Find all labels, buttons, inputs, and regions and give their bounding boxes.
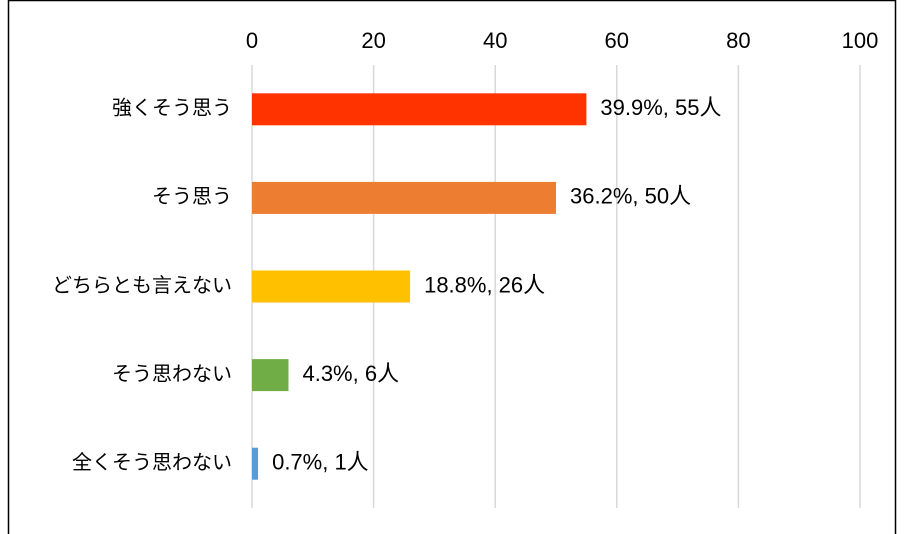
y-tick-label: 全くそう思わない <box>72 451 232 474</box>
y-tick-label: そう思わない <box>112 363 232 385</box>
bar <box>252 270 411 303</box>
x-tick-label: 20 <box>361 28 385 53</box>
y-tick-label: そう思う <box>152 186 232 208</box>
data-label: 36.2%, 50人 <box>570 184 691 209</box>
x-tick-label: 100 <box>842 28 879 53</box>
data-label: 0.7%, 1人 <box>272 450 369 475</box>
chart-frame <box>7 0 897 534</box>
x-tick-label: 40 <box>483 28 507 53</box>
bar <box>252 93 587 126</box>
data-label: 39.9%, 55人 <box>600 95 721 120</box>
x-tick-label: 80 <box>726 28 750 53</box>
data-label: 18.8%, 26人 <box>424 272 545 297</box>
y-tick-label: 強くそう思う <box>112 97 232 120</box>
y-tick-label: どちらとも言えない <box>52 274 232 297</box>
x-tick-label: 60 <box>605 28 629 53</box>
x-tick-label: 0 <box>246 28 258 53</box>
bar <box>252 181 556 214</box>
bar <box>252 447 259 480</box>
bar <box>252 359 289 392</box>
data-label: 4.3%, 6人 <box>302 361 399 386</box>
